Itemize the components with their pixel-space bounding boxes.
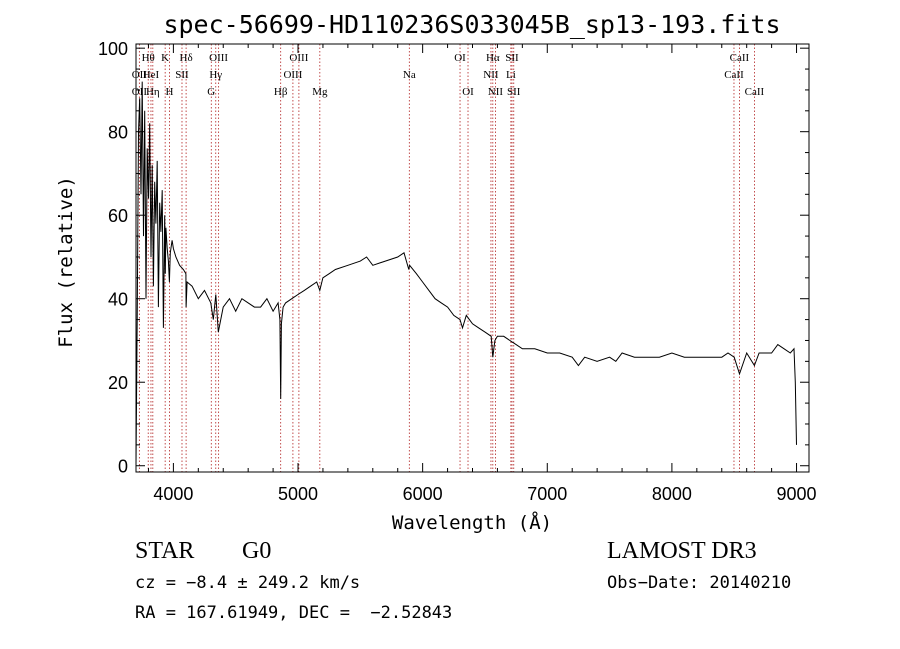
line-label: OII bbox=[132, 69, 148, 81]
line-label: OIII bbox=[289, 52, 308, 64]
x-tick-label: 9000 bbox=[777, 484, 817, 504]
velocity-readout: cz = −8.4 ± 249.2 km/s bbox=[135, 573, 361, 593]
line-label: Hθ bbox=[142, 52, 155, 64]
x-tick-label: 7000 bbox=[527, 484, 567, 504]
line-label: SII bbox=[505, 52, 519, 64]
spectrum-line bbox=[135, 81, 797, 466]
line-label: Hγ bbox=[209, 69, 222, 81]
line-label: Na bbox=[403, 69, 416, 81]
chart-title: spec-56699-HD110236S033045B_sp13-193.fit… bbox=[163, 10, 780, 39]
spectrum-series bbox=[135, 81, 797, 466]
line-label: OII bbox=[132, 86, 148, 98]
line-label: CaII bbox=[745, 86, 765, 98]
obs-date: Obs−Date: 20140210 bbox=[607, 573, 792, 593]
line-label: OI bbox=[454, 52, 466, 64]
survey-name: LAMOST DR3 bbox=[607, 538, 757, 564]
y-axis-ticks: 0 20 40 60 80 100 bbox=[98, 39, 809, 477]
line-label: Hδ bbox=[180, 52, 193, 64]
line-label: CaII bbox=[724, 69, 744, 81]
y-tick-label: 80 bbox=[108, 123, 128, 143]
line-label: OI bbox=[462, 86, 474, 98]
object-class: STAR bbox=[135, 538, 195, 564]
y-tick-label: 20 bbox=[108, 373, 128, 393]
line-label: Hβ bbox=[274, 86, 288, 98]
line-label: G bbox=[207, 86, 215, 98]
y-axis-label: Flux (relative) bbox=[55, 176, 77, 348]
x-tick-label: 8000 bbox=[652, 484, 692, 504]
x-axis-ticks: 4000 5000 6000 7000 8000 9000 bbox=[147, 44, 817, 504]
x-axis-label: Wavelength (Å) bbox=[392, 511, 552, 534]
line-label: Li bbox=[506, 69, 516, 81]
x-tick-label: 5000 bbox=[278, 484, 318, 504]
line-label: NII bbox=[488, 86, 504, 98]
line-label: Hη bbox=[146, 86, 160, 98]
line-label: CaII bbox=[730, 52, 750, 64]
coordinates-readout: RA = 167.61949, DEC = −2.52843 bbox=[135, 603, 453, 623]
x-tick-label: 6000 bbox=[403, 484, 443, 504]
line-label: OIII bbox=[283, 69, 302, 81]
line-label: H bbox=[166, 86, 174, 98]
line-label: SII bbox=[175, 69, 189, 81]
object-subclass: G0 bbox=[242, 538, 272, 564]
x-tick-label: 4000 bbox=[153, 484, 193, 504]
plot-frame bbox=[135, 43, 810, 473]
line-label: NII bbox=[483, 69, 499, 81]
line-label: Hα bbox=[486, 52, 500, 64]
y-tick-label: 40 bbox=[108, 290, 128, 310]
y-tick-label: 100 bbox=[98, 39, 128, 59]
y-tick-label: 0 bbox=[118, 457, 128, 477]
line-markers bbox=[138, 44, 755, 472]
line-label: OIII bbox=[209, 52, 228, 64]
y-tick-label: 60 bbox=[108, 206, 128, 226]
line-label: K bbox=[161, 52, 169, 64]
line-label: HeI bbox=[143, 69, 160, 81]
line-label: SII bbox=[507, 86, 521, 98]
line-label: Mg bbox=[312, 86, 328, 98]
